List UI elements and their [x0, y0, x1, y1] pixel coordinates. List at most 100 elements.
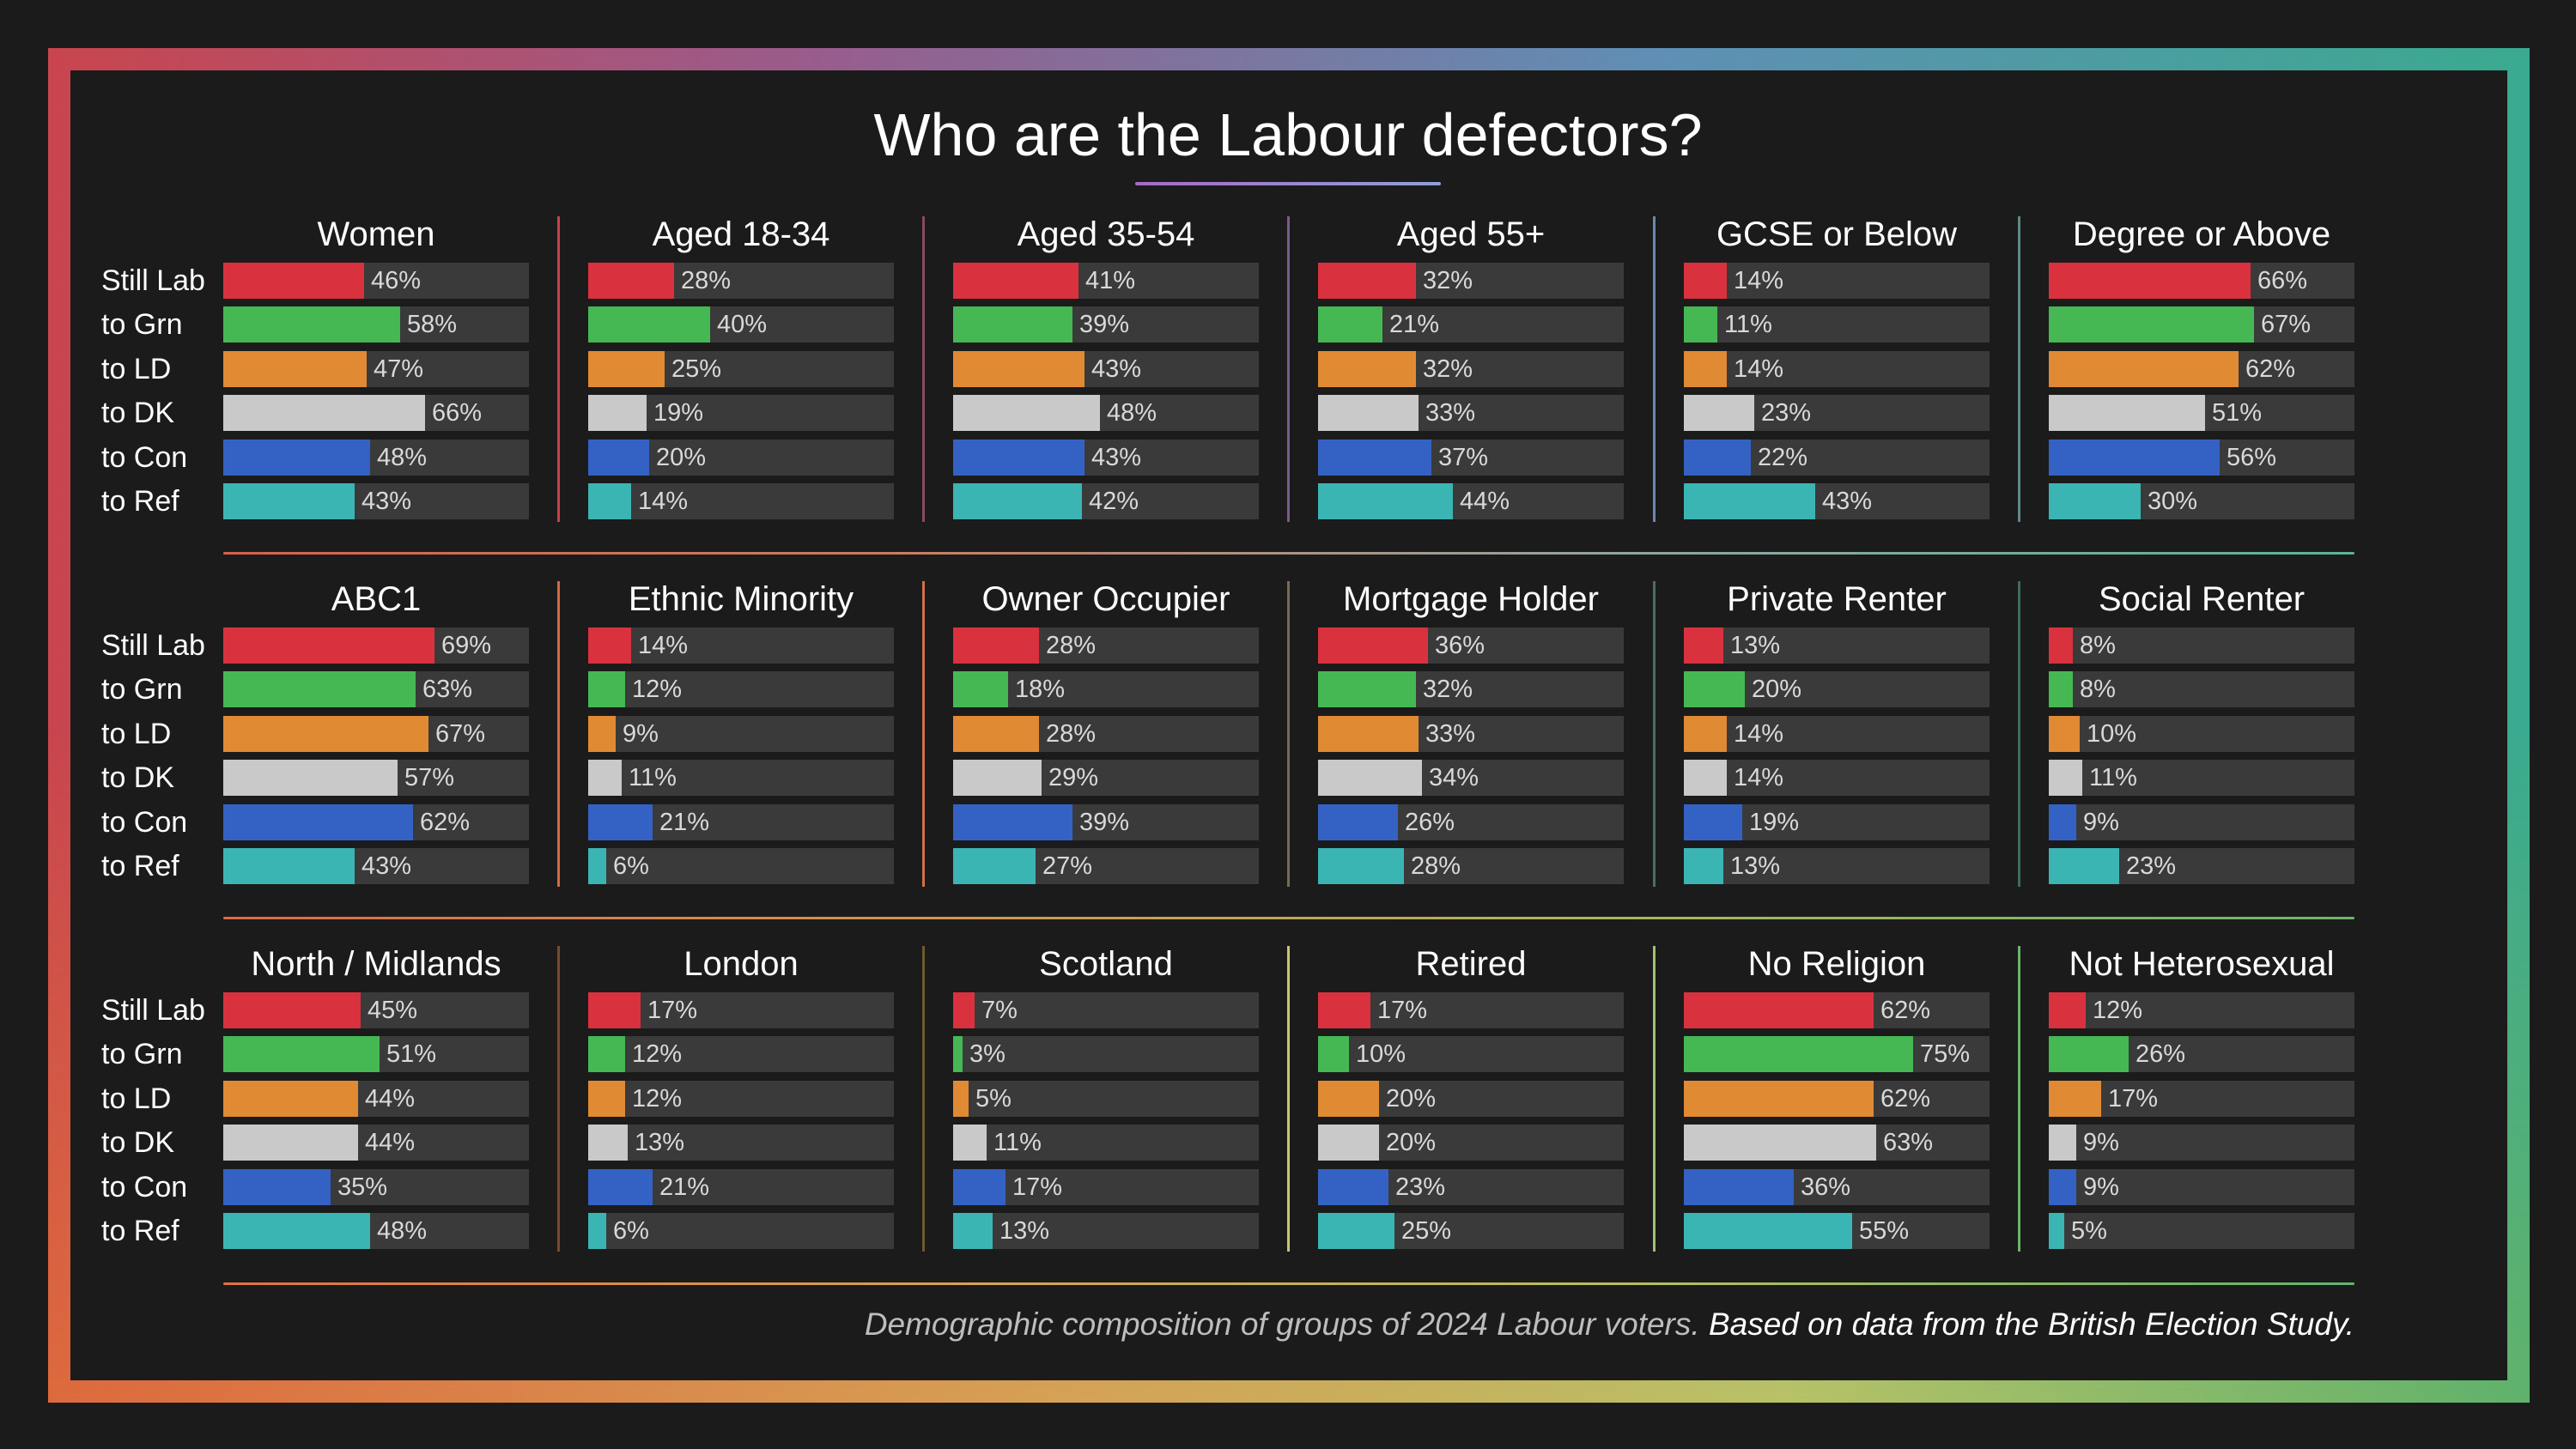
column-divider — [2018, 216, 2020, 522]
bar-track: 11% — [2049, 760, 2354, 797]
bar-mortgage-holder-to-ld — [1318, 715, 1419, 752]
bar-track: 43% — [953, 350, 1259, 387]
bar-value-label: 13% — [635, 1129, 685, 1157]
bar-not-heterosexual-to-ld — [2049, 1080, 2101, 1117]
bar-women-still-lab — [223, 263, 364, 299]
bar-north-midlands-to-dk — [223, 1125, 358, 1161]
bar-track: 56% — [2049, 439, 2354, 476]
bar-value-label: 26% — [1405, 808, 1455, 836]
bar-north-midlands-to-ref — [223, 1213, 370, 1249]
bar-track: 26% — [1318, 803, 1624, 840]
bar-gcse-or-below-to-grn — [1684, 306, 1717, 343]
bar-aged-35-54-to-dk — [953, 395, 1100, 432]
panel-title-gcse-or-below: GCSE or Below — [1716, 215, 1958, 253]
row-label-to-ld: to LD — [101, 717, 172, 750]
row-label-to-con: to Con — [101, 1170, 188, 1203]
bar-value-label: 11% — [2089, 764, 2137, 792]
bar-london-still-lab — [588, 992, 641, 1028]
bar-value-label: 33% — [1425, 719, 1476, 748]
bar-track: 39% — [953, 803, 1259, 840]
bar-value-label: 43% — [361, 488, 412, 515]
bar-value-label: 75% — [1920, 1040, 1971, 1069]
bar-track: 14% — [1684, 715, 1990, 752]
bar-track: 30% — [2049, 483, 2354, 519]
bar-owner-occupier-still-lab — [953, 627, 1039, 664]
panel-title-degree-or-above: Degree or Above — [2072, 215, 2331, 253]
bar-retired-to-ld — [1318, 1080, 1379, 1117]
bar-track: 25% — [1318, 1213, 1624, 1249]
panel-title-owner-occupier: Owner Occupier — [981, 580, 1230, 618]
bar-no-religion-to-con — [1684, 1168, 1794, 1205]
bar-private-renter-to-grn — [1684, 671, 1745, 708]
bar-track: 43% — [1684, 483, 1990, 519]
bar-value-label: 43% — [1822, 488, 1873, 515]
bar-value-label: 28% — [1411, 852, 1461, 880]
bar-aged-18-34-to-ld — [588, 350, 665, 387]
bar-london-to-con — [588, 1168, 653, 1205]
column-divider — [922, 581, 925, 887]
bar-value-label: 17% — [1012, 1173, 1063, 1201]
bar-track: 23% — [2049, 848, 2354, 884]
bar-track: 25% — [588, 350, 894, 387]
bar-track: 35% — [223, 1168, 529, 1205]
bar-value-label: 11% — [629, 764, 677, 792]
bar-track: 46% — [223, 263, 529, 299]
bar-london-to-ld — [588, 1080, 625, 1117]
bar-value-label: 18% — [1015, 676, 1066, 704]
bar-track: 5% — [2049, 1213, 2354, 1249]
bar-retired-to-ref — [1318, 1213, 1394, 1249]
row-label-to-dk: to DK — [101, 1126, 175, 1160]
bar-abc1-still-lab — [223, 627, 434, 664]
bar-track: 33% — [1318, 715, 1624, 752]
bar-track: 48% — [223, 1213, 529, 1249]
bar-aged-55-to-grn — [1318, 306, 1382, 343]
row-divider — [223, 552, 2354, 555]
bar-abc1-to-ld — [223, 715, 428, 752]
bar-track: 67% — [223, 715, 529, 752]
bar-not-heterosexual-to-grn — [2049, 1036, 2129, 1073]
row-label-to-grn: to Grn — [101, 308, 183, 342]
bar-track: 9% — [2049, 1168, 2354, 1205]
bar-track: 12% — [588, 1080, 894, 1117]
bar-north-midlands-to-con — [223, 1168, 331, 1205]
bar-value-label: 62% — [2245, 355, 2296, 383]
panel-title-ethnic-minority: Ethnic Minority — [628, 580, 854, 618]
bar-north-midlands-to-ld — [223, 1080, 358, 1117]
bar-social-renter-still-lab — [2049, 627, 2073, 664]
column-divider — [1653, 946, 1656, 1252]
bar-value-label: 43% — [1091, 443, 1142, 471]
bar-aged-55-still-lab — [1318, 263, 1416, 299]
row-label-to-ref: to Ref — [101, 850, 179, 882]
bar-aged-55-to-dk — [1318, 395, 1419, 432]
bar-abc1-to-grn — [223, 671, 416, 708]
bar-track: 17% — [953, 1168, 1259, 1205]
bar-track: 20% — [1684, 671, 1990, 708]
bar-value-label: 5% — [2071, 1217, 2107, 1245]
bar-aged-35-54-still-lab — [953, 263, 1078, 299]
bar-value-label: 9% — [623, 719, 659, 748]
bar-track: 62% — [1684, 992, 1990, 1028]
bar-value-label: 43% — [361, 852, 412, 880]
bar-track: 41% — [953, 263, 1259, 299]
bar-abc1-to-ref — [223, 848, 355, 884]
bar-track: 40% — [588, 306, 894, 343]
bar-aged-35-54-to-grn — [953, 306, 1072, 343]
bar-value-label: 51% — [2212, 399, 2263, 427]
bar-track: 20% — [1318, 1125, 1624, 1161]
bar-no-religion-to-dk — [1684, 1125, 1876, 1161]
bar-track: 75% — [1684, 1036, 1990, 1073]
bar-track: 27% — [953, 848, 1259, 884]
bar-track: 3% — [953, 1036, 1259, 1073]
bar-track: 8% — [2049, 671, 2354, 708]
bar-north-midlands-still-lab — [223, 992, 361, 1028]
bar-value-label: 6% — [613, 852, 649, 880]
bar-track: 32% — [1318, 263, 1624, 299]
footnote: Demographic composition of groups of 202… — [865, 1303, 2354, 1346]
panel-title-scotland: Scotland — [1039, 945, 1173, 983]
bar-value-label: 48% — [377, 443, 428, 471]
bar-abc1-to-con — [223, 803, 413, 840]
bar-track: 36% — [1684, 1168, 1990, 1205]
bar-value-label: 45% — [368, 997, 418, 1024]
bar-mortgage-holder-to-con — [1318, 803, 1398, 840]
